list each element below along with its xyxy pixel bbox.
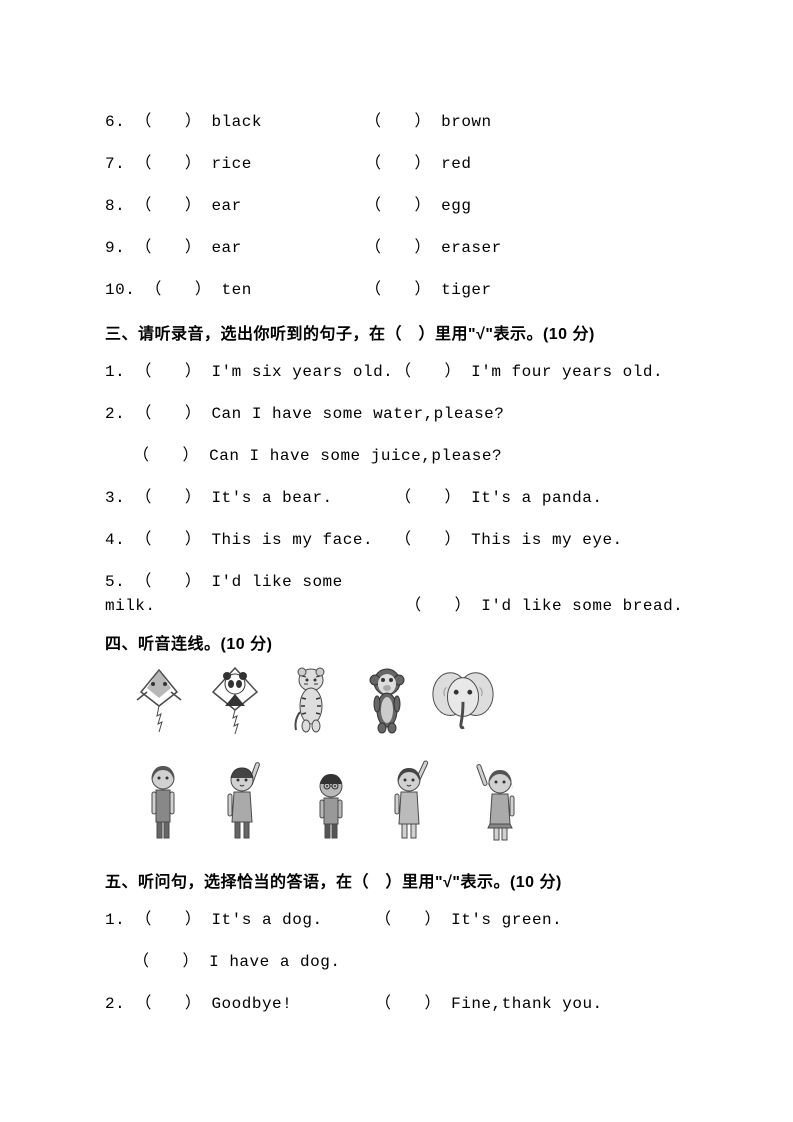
section2-items: 6. （ ） black （ ） brown 7. （ ） rice （ ） r…	[105, 110, 688, 302]
tiger-icon	[277, 660, 345, 738]
section5-items: 1. （ ） It's a dog. （ ） It's green. （ ） I…	[105, 908, 688, 1016]
child-1-icon	[125, 756, 201, 846]
q5-2: 2. （ ） Goodbye! （ ） Fine,thank you.	[105, 992, 688, 1016]
q2-10: 10. （ ） ten （ ） tiger	[105, 278, 688, 302]
section3-header: 三、请听录音，选出你听到的句子，在（ ）里用"√"表示。(10 分)	[105, 320, 688, 344]
child-5-icon	[461, 756, 537, 846]
animals-row	[125, 660, 688, 738]
elephant-icon	[429, 660, 497, 738]
section3-items: 1. （ ） I'm six years old. （ ） I'm four y…	[105, 360, 688, 618]
section5-header: 五、听问句，选择恰当的答语，在（ ）里用"√"表示。(10 分)	[105, 868, 688, 892]
q2-9: 9. （ ） ear （ ） eraser	[105, 236, 688, 260]
q5-1c: （ ） I have a dog.	[105, 950, 688, 974]
section4-header: 四、听音连线。(10 分)	[105, 630, 688, 654]
child-4-icon	[377, 756, 453, 846]
q2-8: 8. （ ） ear （ ） egg	[105, 194, 688, 218]
q3-2b: （ ） Can I have some juice,please?	[105, 444, 688, 468]
q3-5: 5. （ ） I'd like some milk. （ ） I'd like …	[105, 570, 688, 618]
q5-1a: 1. （ ） It's a dog. （ ） It's green.	[105, 908, 688, 932]
q2-6: 6. （ ） black （ ） brown	[105, 110, 688, 134]
q2-7: 7. （ ） rice （ ） red	[105, 152, 688, 176]
monkey-icon	[353, 660, 421, 738]
bird-kite-icon	[125, 660, 193, 738]
children-row	[125, 756, 688, 846]
child-3-icon	[293, 756, 369, 846]
q3-1: 1. （ ） I'm six years old. （ ） I'm four y…	[105, 360, 688, 384]
q3-2a: 2. （ ） Can I have some water,please?	[105, 402, 688, 426]
q3-3: 3. （ ） It's a bear. （ ） It's a panda.	[105, 486, 688, 510]
child-2-icon	[209, 756, 285, 846]
panda-kite-icon	[201, 660, 269, 738]
q3-4: 4. （ ） This is my face. （ ） This is my e…	[105, 528, 688, 552]
